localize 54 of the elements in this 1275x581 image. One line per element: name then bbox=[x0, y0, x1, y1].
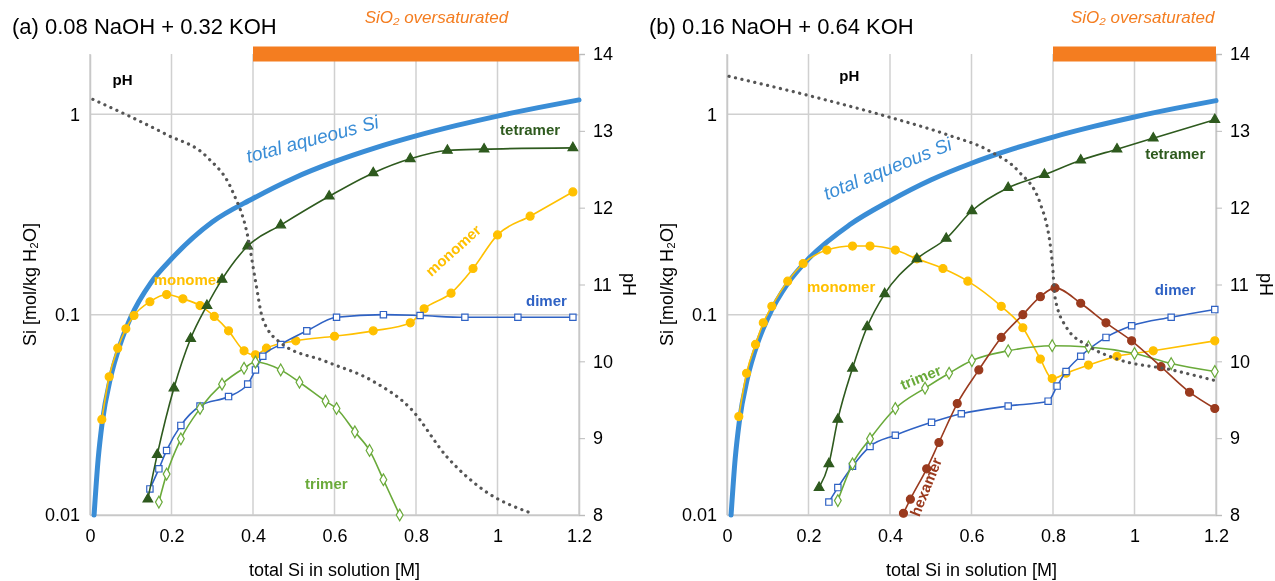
x-tick-label: 0.6 bbox=[322, 525, 348, 546]
series-label: SiO₂ oversaturated bbox=[1070, 8, 1215, 28]
y2-tick-label: 9 bbox=[593, 428, 604, 449]
y2-tick-label: 13 bbox=[1230, 121, 1251, 142]
series-label: dimer bbox=[1154, 281, 1196, 299]
y2-tick-label: 10 bbox=[593, 351, 614, 372]
y2-tick-label: 12 bbox=[593, 197, 614, 218]
y-tick-label: 0.1 bbox=[54, 304, 80, 325]
y-tick-label: 0.01 bbox=[681, 505, 717, 526]
x-tick-label: 1.2 bbox=[1203, 525, 1230, 546]
y2-tick-label: 8 bbox=[593, 505, 604, 526]
y2-tick-label: 9 bbox=[1230, 428, 1241, 449]
series-label: monomer bbox=[806, 277, 876, 295]
x-axis-title: total Si in solution [M] bbox=[248, 560, 421, 580]
y2-tick-label: 12 bbox=[1230, 197, 1251, 218]
x-tick-label: 0.2 bbox=[796, 525, 822, 546]
y2-axis-title: pH bbox=[619, 272, 639, 297]
x-tick-label: 0.6 bbox=[959, 525, 985, 546]
series-label: SiO₂ oversaturated bbox=[364, 8, 509, 28]
x-tick-label: 0.8 bbox=[403, 525, 430, 546]
y-axis-title: Si [mol/kg H₂O] bbox=[657, 222, 677, 347]
x-tick-label: 1 bbox=[492, 525, 504, 546]
chart-title: (a) 0.08 NaOH + 0.32 KOH bbox=[12, 14, 277, 39]
text: total aqueous Si bbox=[243, 111, 382, 167]
x-tick-label: 0.2 bbox=[159, 525, 185, 546]
chart-title: (b) 0.16 NaOH + 0.64 KOH bbox=[649, 14, 914, 39]
x-tick-label: 0.8 bbox=[1040, 525, 1067, 546]
series-label: pH bbox=[839, 66, 860, 84]
x-tick-label: 0.4 bbox=[240, 525, 267, 546]
y2-tick-label: 14 bbox=[1230, 44, 1251, 65]
text: trimer bbox=[897, 361, 944, 393]
y2-tick-label: 13 bbox=[593, 121, 614, 142]
x-tick-label: 0 bbox=[85, 525, 96, 546]
y-tick-label: 1 bbox=[69, 104, 80, 125]
x-axis-title: total Si in solution [M] bbox=[885, 560, 1058, 580]
y2-tick-label: 10 bbox=[1230, 351, 1251, 372]
y2-axis-title: pH bbox=[1256, 272, 1275, 297]
x-tick-label: 0.4 bbox=[877, 525, 904, 546]
series-label: trimer bbox=[305, 474, 348, 492]
y2-tick-label: 14 bbox=[593, 44, 614, 65]
series-label: tetramer bbox=[500, 120, 561, 138]
x-tick-label: 0 bbox=[722, 525, 733, 546]
series-label: tetramer bbox=[1145, 144, 1206, 162]
y-tick-label: 0.1 bbox=[691, 304, 717, 325]
y-axis-title: Si [mol/kg H₂O] bbox=[20, 222, 40, 347]
x-tick-label: 1.2 bbox=[566, 525, 593, 546]
y2-tick-label: 8 bbox=[1230, 505, 1241, 526]
series-label: pH bbox=[112, 70, 133, 88]
y2-tick-label: 11 bbox=[1230, 274, 1249, 295]
y2-tick-label: 11 bbox=[593, 274, 612, 295]
y-tick-label: 1 bbox=[706, 104, 717, 125]
series-label: dimer bbox=[525, 292, 567, 310]
y-tick-label: 0.01 bbox=[44, 505, 80, 526]
x-tick-label: 1 bbox=[1129, 525, 1141, 546]
